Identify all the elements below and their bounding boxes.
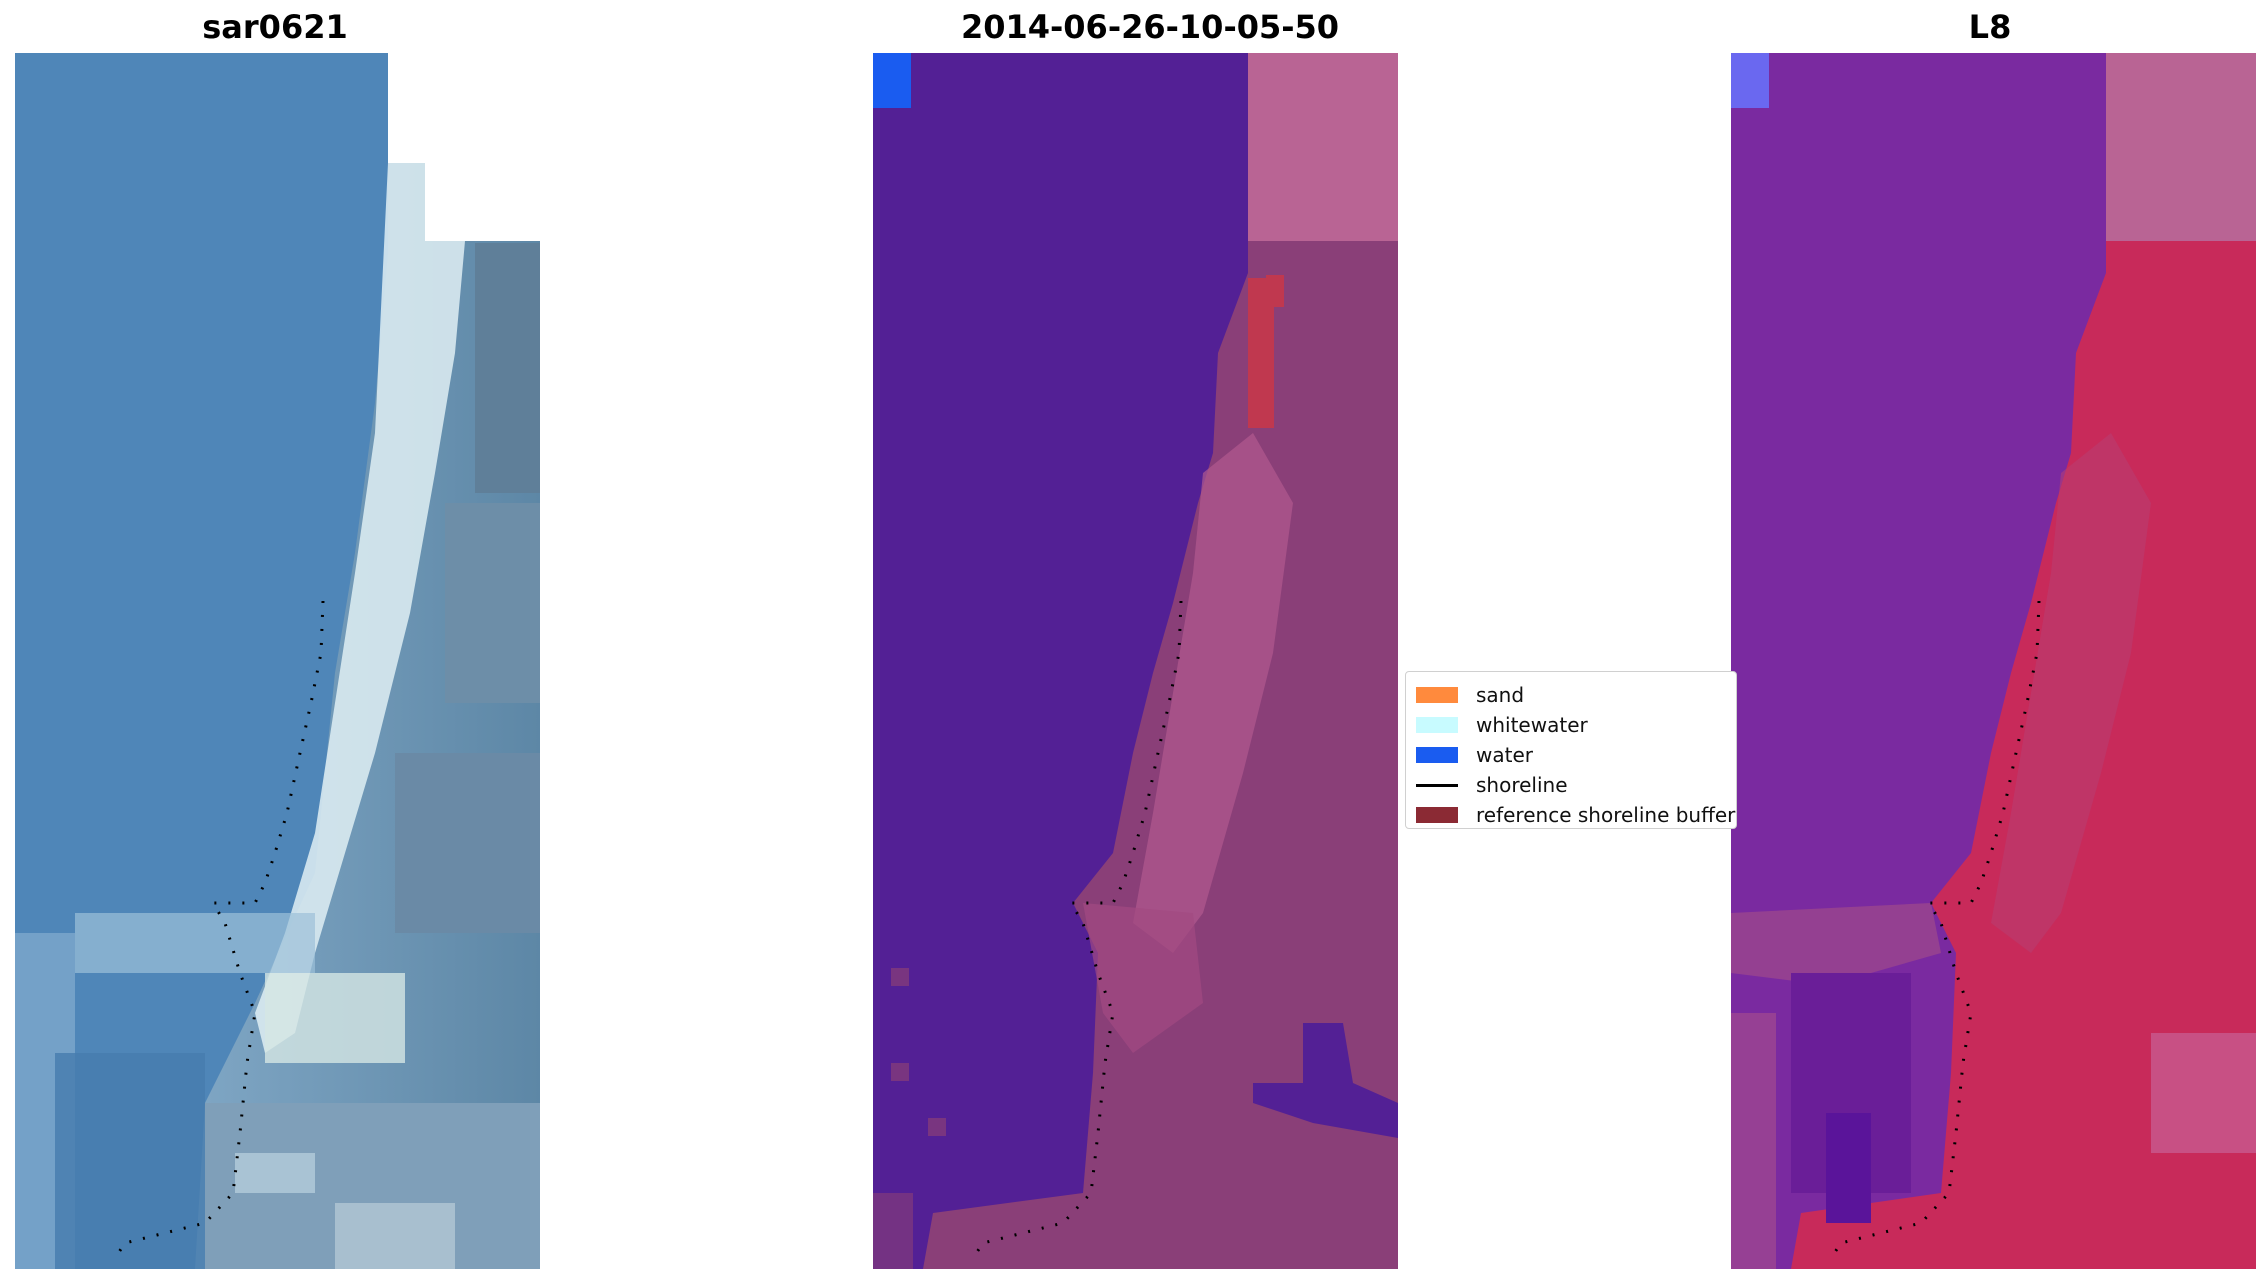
panel-title-rgb: sar0621 <box>202 8 348 46</box>
sand-swatch <box>1416 687 1458 703</box>
legend-label-reference-buffer: reference shoreline buffer <box>1476 803 1736 827</box>
rgb-image-panel <box>15 53 540 1269</box>
legend-label-water: water <box>1476 743 1533 767</box>
water-swatch <box>1416 747 1458 763</box>
whitewater-swatch <box>1416 717 1458 733</box>
panel-title-classified: 2014-06-26-10-05-50 <box>960 8 1340 46</box>
l8-image <box>1731 53 2256 1269</box>
legend-item-water: water <box>1416 741 1533 769</box>
shoreline-swatch <box>1416 783 1458 787</box>
legend-item-whitewater: whitewater <box>1416 711 1588 739</box>
legend: sand whitewater water shoreline referenc… <box>1405 671 1737 829</box>
rgb-image <box>15 53 540 1269</box>
surf-zone <box>255 163 465 1053</box>
panel-title-l8: L8 <box>1968 8 2012 46</box>
legend-label-whitewater: whitewater <box>1476 713 1588 737</box>
legend-label-sand: sand <box>1476 683 1525 707</box>
shoreline-dots <box>113 600 325 1259</box>
land-class <box>923 53 1398 1269</box>
legend-item-sand: sand <box>1416 681 1524 709</box>
l8-image-panel <box>1731 53 2256 1269</box>
legend-item-shoreline: shoreline <box>1416 771 1568 799</box>
classified-image <box>873 53 1398 1269</box>
legend-label-shoreline: shoreline <box>1476 773 1568 797</box>
shoreline-dots <box>971 600 1183 1259</box>
shoreline-dots <box>1829 600 2041 1259</box>
reference-buffer-swatch <box>1416 807 1458 823</box>
legend-item-reference-buffer: reference shoreline buffer <box>1416 801 1736 828</box>
land-area <box>1791 53 2256 1269</box>
classified-image-panel <box>873 53 1398 1269</box>
